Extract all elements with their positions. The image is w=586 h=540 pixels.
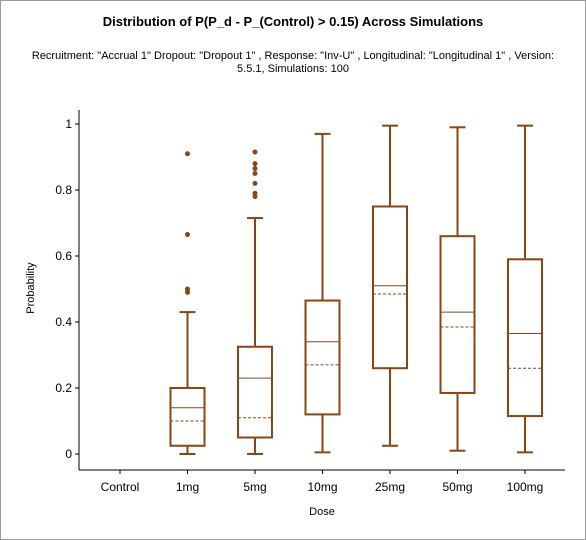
boxes bbox=[169, 124, 543, 455]
x-tick-label: 5mg bbox=[243, 480, 266, 494]
box-1mg bbox=[169, 151, 206, 455]
x-ticks: Control 1mg 5mg 10mg 25mg 50mg 100mg bbox=[101, 470, 544, 494]
box-100mg bbox=[507, 124, 543, 454]
iqr-box bbox=[237, 345, 273, 439]
iqr-box bbox=[507, 258, 543, 418]
x-axis-label: Dose bbox=[309, 506, 335, 518]
y-tick-label: 0.2 bbox=[55, 381, 72, 395]
outlier-point bbox=[252, 171, 258, 176]
iqr-box bbox=[304, 299, 341, 416]
y-axis-label: Probability bbox=[25, 262, 37, 314]
y-ticks: 0 0.2 0.4 0.6 0.8 1 bbox=[55, 117, 79, 461]
box-25mg bbox=[372, 124, 408, 447]
box-50mg bbox=[439, 126, 476, 452]
outlier-point bbox=[252, 161, 258, 167]
iqr-box bbox=[169, 387, 206, 447]
y-tick-label: 0.6 bbox=[55, 249, 72, 263]
y-tick-label: 0.4 bbox=[55, 315, 72, 329]
outlier-point bbox=[185, 286, 190, 292]
iqr-box bbox=[372, 205, 408, 370]
outlier-point bbox=[252, 149, 258, 155]
chart-title: Distribution of P(P_d - P_(Control) > 0.… bbox=[102, 14, 484, 29]
chart-subtitle: Recruitment: "Accrual 1" Dropout: "Dropo… bbox=[31, 50, 555, 75]
outlier-point bbox=[252, 166, 258, 172]
outlier-point bbox=[185, 151, 190, 157]
box-5mg bbox=[237, 149, 273, 455]
outlier-point bbox=[252, 190, 258, 196]
outlier-point bbox=[252, 180, 258, 186]
box-10mg bbox=[304, 132, 341, 454]
outlier-point bbox=[185, 232, 190, 238]
x-tick-label: 100mg bbox=[507, 480, 544, 494]
y-tick-label: 1 bbox=[65, 117, 72, 131]
y-tick-label: 0.8 bbox=[55, 183, 72, 197]
y-tick-label: 0 bbox=[65, 447, 72, 461]
iqr-box bbox=[439, 235, 476, 394]
x-tick-label: 10mg bbox=[307, 480, 337, 494]
x-tick-label: 1mg bbox=[176, 480, 199, 494]
x-tick-label: 50mg bbox=[442, 480, 472, 494]
x-tick-label: 25mg bbox=[375, 480, 405, 494]
x-tick-label: Control bbox=[101, 480, 140, 494]
